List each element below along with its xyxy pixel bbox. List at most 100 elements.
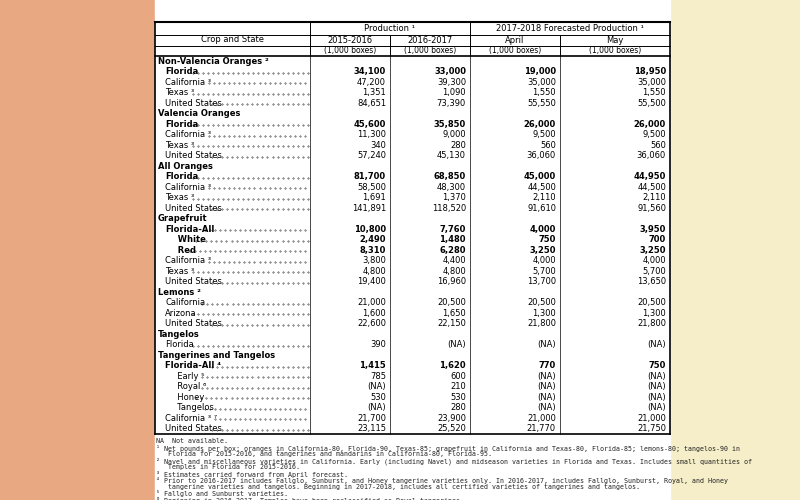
- Text: Tangelos: Tangelos: [172, 403, 214, 412]
- Text: (NA): (NA): [647, 393, 666, 402]
- Text: 750: 750: [538, 236, 556, 244]
- Text: All Oranges: All Oranges: [158, 162, 213, 171]
- Text: (NA): (NA): [538, 382, 556, 391]
- Text: (NA): (NA): [367, 382, 386, 391]
- Text: 10,800: 10,800: [354, 225, 386, 234]
- Text: Texas ³: Texas ³: [165, 193, 194, 202]
- Text: 58,500: 58,500: [357, 182, 386, 192]
- Text: Honey: Honey: [172, 393, 204, 402]
- Text: (NA): (NA): [647, 382, 666, 391]
- Text: 84,651: 84,651: [357, 99, 386, 108]
- Text: Arizona: Arizona: [165, 308, 197, 318]
- Text: 20,500: 20,500: [527, 298, 556, 307]
- Text: 20,500: 20,500: [637, 298, 666, 307]
- Text: 1,370: 1,370: [442, 193, 466, 202]
- Text: Royal ⁶: Royal ⁶: [172, 382, 206, 391]
- Text: 7,760: 7,760: [440, 225, 466, 234]
- Text: May: May: [606, 36, 624, 45]
- Text: (1,000 boxes): (1,000 boxes): [324, 46, 376, 56]
- Text: 21,000: 21,000: [357, 298, 386, 307]
- Text: 33,000: 33,000: [434, 67, 466, 76]
- Text: 700: 700: [649, 236, 666, 244]
- Text: 44,500: 44,500: [527, 182, 556, 192]
- Text: 4,800: 4,800: [362, 267, 386, 276]
- Text: Florida for 2015-2016, and tangerines and mandarins in California-80, Florida-95: Florida for 2015-2016, and tangerines an…: [156, 451, 492, 457]
- Text: 13,700: 13,700: [527, 277, 556, 286]
- Text: United States: United States: [165, 320, 222, 328]
- Text: ⁵ Fallglo and Sunburst varieties.: ⁵ Fallglo and Sunburst varieties.: [156, 490, 288, 497]
- Text: Texas ³: Texas ³: [165, 141, 194, 150]
- Text: ¹ Net pounds per box: oranges in California-80, Florida-90, Texas-85; grapefruit: ¹ Net pounds per box: oranges in Califor…: [156, 444, 740, 452]
- Text: 22,600: 22,600: [357, 320, 386, 328]
- Text: 530: 530: [370, 393, 386, 402]
- Text: Non-Valencia Oranges ²: Non-Valencia Oranges ²: [158, 56, 269, 66]
- Text: 2,110: 2,110: [532, 193, 556, 202]
- Text: 35,850: 35,850: [434, 120, 466, 128]
- Text: (NA): (NA): [447, 340, 466, 349]
- Text: 2,490: 2,490: [359, 236, 386, 244]
- Text: United States: United States: [165, 204, 222, 213]
- Text: 9,500: 9,500: [532, 130, 556, 139]
- Text: 4,000: 4,000: [530, 225, 556, 234]
- Text: Temples in Florida for 2015-2016.: Temples in Florida for 2015-2016.: [156, 464, 300, 470]
- Text: 23,115: 23,115: [357, 424, 386, 433]
- Text: (1,000 boxes): (1,000 boxes): [589, 46, 641, 56]
- Text: 340: 340: [370, 141, 386, 150]
- Text: United States: United States: [165, 424, 222, 433]
- Text: 21,800: 21,800: [637, 320, 666, 328]
- Text: ⁶ Beginning in 2016-2017, Temples have been reclassified as Royal tangerines.: ⁶ Beginning in 2016-2017, Temples have b…: [156, 496, 464, 500]
- Text: 1,550: 1,550: [642, 88, 666, 97]
- Text: 280: 280: [450, 403, 466, 412]
- Text: Production ¹: Production ¹: [365, 24, 415, 33]
- Text: (NA): (NA): [647, 403, 666, 412]
- Text: 600: 600: [450, 372, 466, 381]
- Text: Red: Red: [172, 246, 196, 255]
- Text: 73,390: 73,390: [437, 99, 466, 108]
- Text: 91,610: 91,610: [527, 204, 556, 213]
- Text: 8,310: 8,310: [360, 246, 386, 255]
- Text: 57,240: 57,240: [357, 151, 386, 160]
- Text: 560: 560: [540, 141, 556, 150]
- Text: 5,700: 5,700: [642, 267, 666, 276]
- Text: California ³: California ³: [165, 130, 211, 139]
- Text: 1,600: 1,600: [362, 308, 386, 318]
- Text: ³ Estimates carried forward from April forecast.: ³ Estimates carried forward from April f…: [156, 470, 348, 478]
- Text: United States: United States: [165, 277, 222, 286]
- Text: 11,300: 11,300: [357, 130, 386, 139]
- Text: 23,900: 23,900: [437, 414, 466, 423]
- Text: 13,650: 13,650: [637, 277, 666, 286]
- Text: Florida-All: Florida-All: [165, 225, 214, 234]
- Text: 1,620: 1,620: [439, 361, 466, 370]
- Text: Valencia Oranges: Valencia Oranges: [158, 110, 240, 118]
- Text: 2016-2017: 2016-2017: [407, 36, 453, 45]
- Text: 9,000: 9,000: [442, 130, 466, 139]
- Text: 34,100: 34,100: [354, 67, 386, 76]
- Text: 68,850: 68,850: [434, 172, 466, 181]
- Text: California ³: California ³: [165, 256, 211, 265]
- Text: 2015-2016: 2015-2016: [327, 36, 373, 45]
- Text: 44,500: 44,500: [637, 182, 666, 192]
- Text: Tangerines and Tangelos: Tangerines and Tangelos: [158, 351, 275, 360]
- Text: 19,000: 19,000: [524, 67, 556, 76]
- Bar: [155, 0, 670, 500]
- Text: 1,351: 1,351: [362, 88, 386, 97]
- Text: 18,950: 18,950: [634, 67, 666, 76]
- Text: 36,060: 36,060: [526, 151, 556, 160]
- Text: 91,560: 91,560: [637, 204, 666, 213]
- Text: 20,500: 20,500: [437, 298, 466, 307]
- Text: California: California: [165, 298, 205, 307]
- Text: United States: United States: [165, 151, 222, 160]
- Text: White: White: [172, 236, 206, 244]
- Text: 1,300: 1,300: [532, 308, 556, 318]
- Text: 3,250: 3,250: [530, 246, 556, 255]
- Text: 26,000: 26,000: [524, 120, 556, 128]
- Text: 45,000: 45,000: [524, 172, 556, 181]
- Text: 81,700: 81,700: [354, 172, 386, 181]
- Text: 21,770: 21,770: [527, 424, 556, 433]
- Text: 785: 785: [370, 372, 386, 381]
- Text: (1,000 boxes): (1,000 boxes): [489, 46, 541, 56]
- Text: 19,400: 19,400: [357, 277, 386, 286]
- Text: (NA): (NA): [538, 372, 556, 381]
- Text: 39,300: 39,300: [437, 78, 466, 87]
- Text: California ³: California ³: [165, 182, 211, 192]
